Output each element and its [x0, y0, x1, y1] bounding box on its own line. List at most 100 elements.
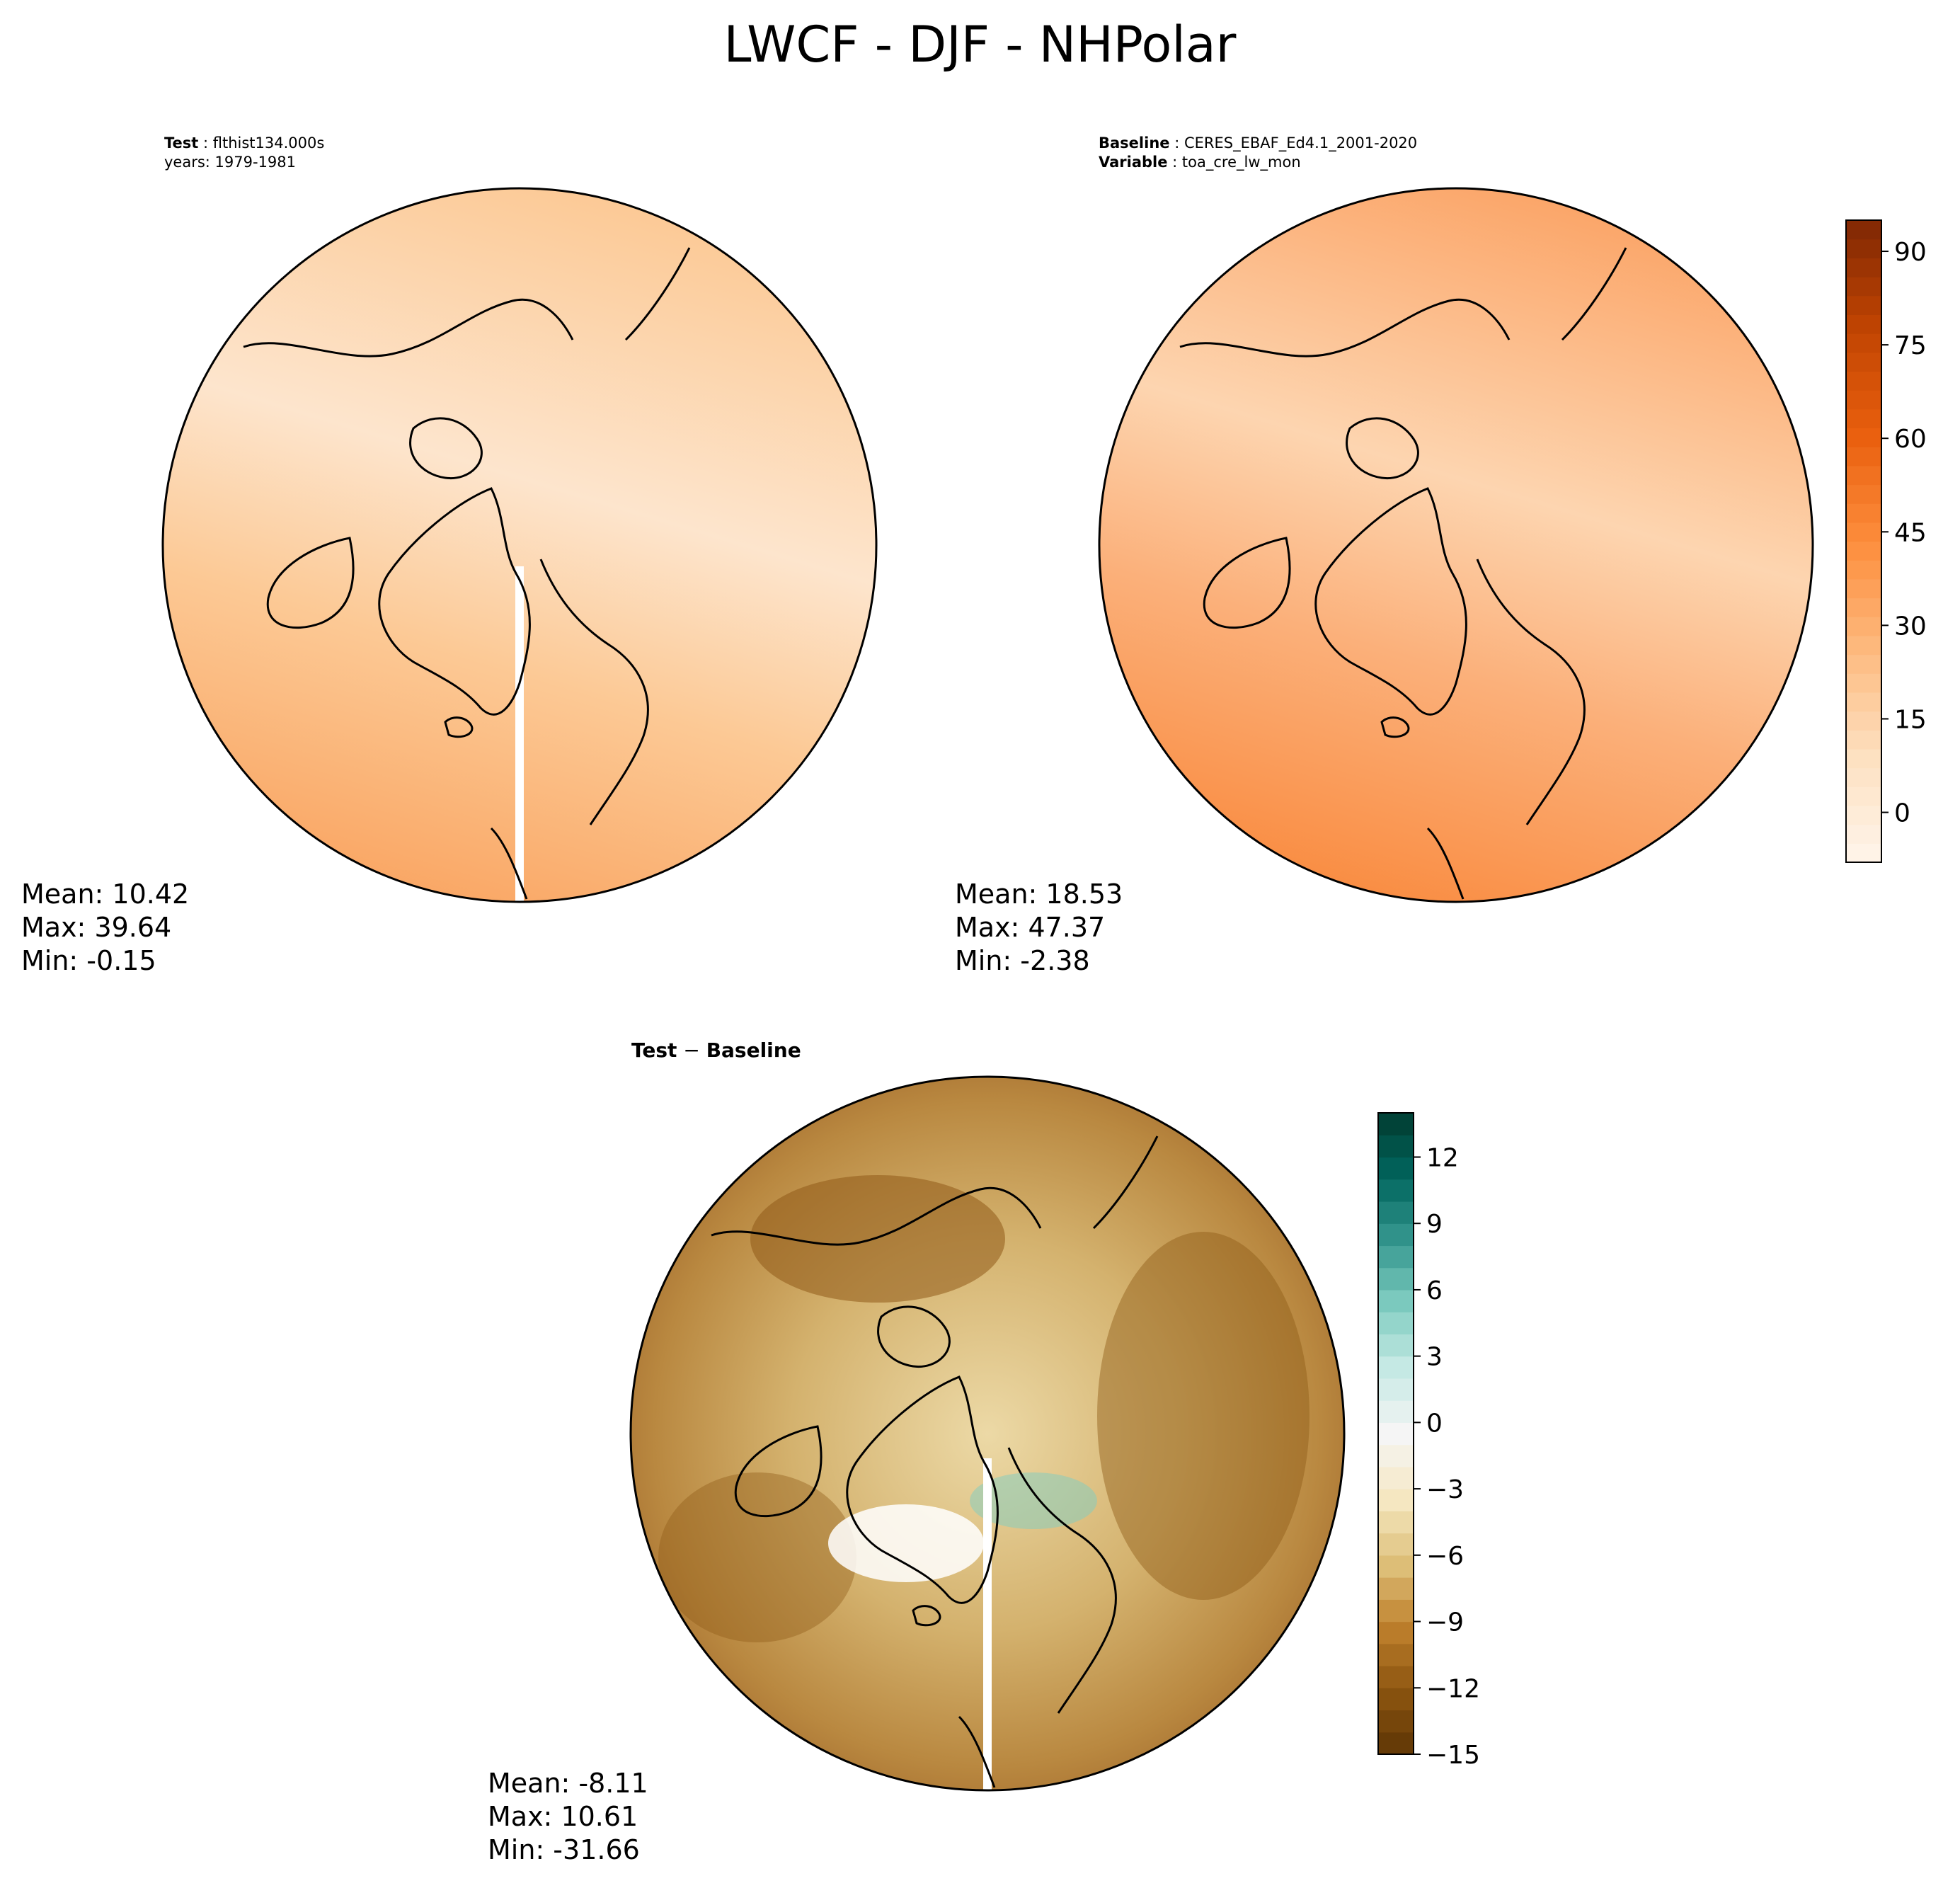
colorbar-oranges-step: [1846, 805, 1881, 825]
test-map-border: [161, 187, 878, 903]
colorbar-brbg-step: [1378, 1245, 1414, 1269]
colorbar-brbg-frame: [1377, 1112, 1414, 1755]
baseline-map-border: [1098, 187, 1814, 903]
colorbar-oranges-step: [1846, 522, 1881, 542]
colorbar-brbg-step: [1378, 1312, 1414, 1335]
colorbar-oranges-tick-label: 45: [1894, 518, 1927, 547]
diff-title: Test − Baseline: [631, 1041, 801, 1060]
colorbar-brbg-step: [1378, 1267, 1414, 1291]
colorbar-brbg-tick-label: −3: [1426, 1475, 1464, 1504]
diff-missing-strip: [983, 1458, 992, 1790]
colorbar-oranges-step: [1846, 597, 1881, 617]
diff-map-panel: [629, 1075, 1346, 1792]
diff-light-region: [828, 1504, 984, 1582]
colorbar-oranges-step: [1846, 730, 1881, 750]
colorbar-oranges-step: [1846, 465, 1881, 486]
diff-mean: Mean: -8.11: [488, 1768, 648, 1799]
colorbar-oranges-step: [1846, 541, 1881, 561]
colorbar-oranges-step: [1846, 447, 1881, 467]
colorbar-oranges-frame: [1845, 219, 1882, 863]
figure-title: LWCF - DJF - NHPolar: [723, 16, 1237, 74]
variable-meta-key: Variable: [1099, 154, 1168, 171]
colorbar-oranges-step: [1846, 824, 1881, 844]
colorbar-brbg-step: [1378, 1489, 1414, 1511]
colorbar-oranges-step: [1846, 408, 1881, 429]
colorbar-oranges-step: [1846, 654, 1881, 674]
colorbar-oranges-step: [1846, 352, 1881, 372]
diff-title-sep: −: [677, 1039, 706, 1062]
colorbar-brbg-tick-label: 0: [1426, 1409, 1443, 1438]
baseline-stats: Mean: 18.53 Max: 47.37 Min: -2.38: [955, 878, 1123, 978]
test-max: Max: 39.64: [21, 912, 172, 943]
colorbar-oranges-step: [1846, 333, 1881, 353]
colorbar-brbg-step: [1378, 1555, 1414, 1578]
colorbar-oranges: 0 15 30 45 60 75 90: [1845, 219, 1927, 863]
test-meta-value: flthist134.000s: [212, 135, 325, 151]
baseline-meta: Baseline : CERES_EBAF_Ed4.1_2001-2020 Va…: [1099, 135, 1418, 171]
colorbar-oranges-step: [1846, 560, 1881, 580]
colorbar-oranges-step: [1846, 711, 1881, 731]
colorbar-brbg-step: [1378, 1688, 1414, 1711]
colorbar-oranges-step: [1846, 635, 1881, 656]
baseline-field: [1099, 188, 1813, 902]
test-meta: Test : flthist134.000s years: 1979-1981: [164, 135, 325, 171]
colorbar-oranges-tick-label: 30: [1894, 612, 1927, 641]
colorbar-brbg-tick-label: 6: [1426, 1276, 1443, 1305]
colorbar-oranges-step: [1846, 390, 1881, 410]
diff-min: Min: -31.66: [488, 1834, 640, 1865]
colorbar-brbg-tick-label: −15: [1426, 1741, 1480, 1770]
colorbar-brbg-step: [1378, 1113, 1414, 1135]
colorbar-oranges-step: [1846, 673, 1881, 693]
diff-dark-region-2: [1097, 1232, 1309, 1600]
colorbar-brbg-step: [1378, 1378, 1414, 1401]
test-min: Min: -0.15: [21, 945, 156, 976]
colorbar-oranges-step: [1846, 767, 1881, 787]
colorbar-oranges-step: [1846, 239, 1881, 258]
colorbar-brbg-step: [1378, 1533, 1414, 1556]
diff-dark-region-3: [658, 1472, 856, 1642]
colorbar-brbg-step: [1378, 1334, 1414, 1357]
colorbar-brbg-step: [1378, 1444, 1414, 1468]
diff-teal-region: [970, 1472, 1097, 1529]
colorbar-oranges-tick-label: 75: [1894, 331, 1927, 360]
colorbar-oranges-step: [1846, 258, 1881, 278]
colorbar-brbg-step: [1378, 1157, 1414, 1180]
colorbar-oranges-step: [1846, 503, 1881, 523]
colorbar-brbg-step: [1378, 1710, 1414, 1733]
colorbar-brbg-step: [1378, 1356, 1414, 1379]
test-mean: Mean: 10.42: [21, 879, 190, 910]
diff-max: Max: 10.61: [488, 1801, 638, 1832]
colorbar-brbg-step: [1378, 1666, 1414, 1688]
colorbar-oranges-tick-label: 60: [1894, 425, 1927, 454]
test-map-panel: [161, 187, 878, 903]
colorbar-oranges-step: [1846, 277, 1881, 297]
test-missing-strip: [515, 566, 524, 902]
colorbar-oranges-step: [1846, 578, 1881, 599]
colorbar-oranges-step: [1846, 843, 1881, 863]
colorbar-oranges-step: [1846, 428, 1881, 447]
colorbar-oranges-step: [1846, 295, 1881, 315]
colorbar-oranges-step: [1846, 748, 1881, 769]
baseline-meta-value: CERES_EBAF_Ed4.1_2001-2020: [1184, 135, 1418, 151]
colorbar-brbg-step: [1378, 1422, 1414, 1446]
colorbar-brbg-step: [1378, 1621, 1414, 1644]
colorbar-brbg-step: [1378, 1201, 1414, 1224]
colorbar-brbg-tick-label: 9: [1426, 1210, 1443, 1239]
baseline-max: Max: 47.37: [955, 912, 1106, 943]
colorbar-brbg-step: [1378, 1135, 1414, 1158]
variable-meta-value: toa_cre_lw_mon: [1181, 154, 1301, 171]
diff-stats: Mean: -8.11 Max: 10.61 Min: -31.66: [488, 1767, 648, 1867]
colorbar-oranges-step: [1846, 786, 1881, 806]
colorbar-brbg-step: [1378, 1223, 1414, 1247]
test-years: years: 1979-1981: [164, 154, 297, 171]
baseline-mean: Mean: 18.53: [955, 879, 1123, 910]
baseline-meta-key: Baseline: [1099, 135, 1170, 151]
colorbar-brbg-tick-label: −12: [1426, 1674, 1480, 1703]
baseline-map-panel: [1098, 187, 1814, 903]
diff-title-left: Test: [631, 1039, 677, 1062]
colorbar-brbg-step: [1378, 1289, 1414, 1312]
colorbar-brbg-step: [1378, 1643, 1414, 1666]
colorbar-oranges-tick-label: 90: [1894, 238, 1927, 267]
colorbar-oranges-step: [1846, 484, 1881, 504]
